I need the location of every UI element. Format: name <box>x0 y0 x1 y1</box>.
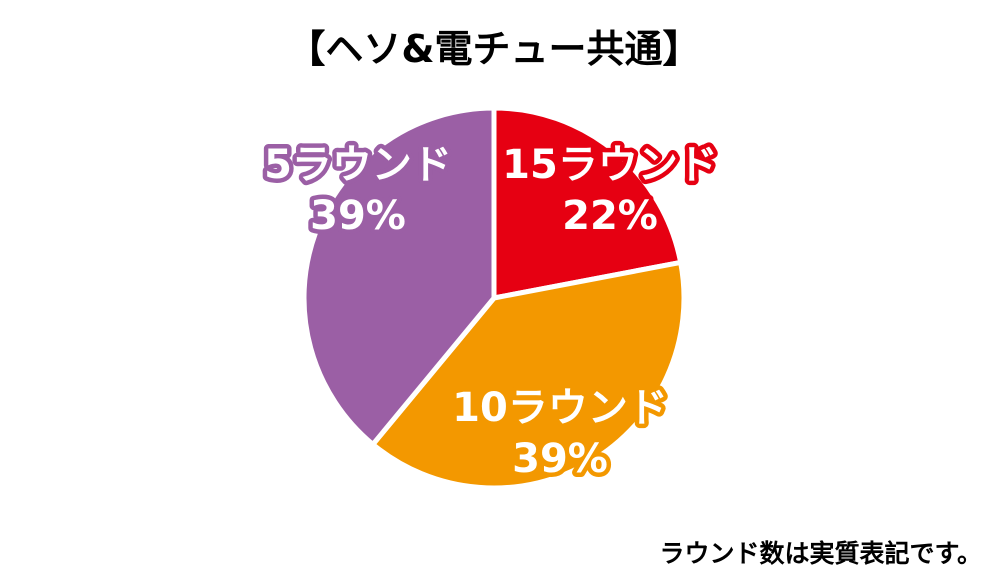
slice-label-5-rounds-name: 5ラウンド <box>264 142 452 188</box>
pie-slices <box>301 105 687 491</box>
slice-label-10-rounds-percent: 39% <box>512 436 608 482</box>
chart-title: 【ヘソ&電チュー共通】 <box>287 27 700 71</box>
slice-15-rounds <box>491 105 684 301</box>
slice-labels: 15ラウンド 22% 10ラウンド 39% 5ラウンド 39% <box>260 138 723 487</box>
slice-label-10-rounds-name: 10ラウンド <box>452 385 668 431</box>
slice-5-rounds <box>301 105 497 447</box>
slice-10-rounds <box>370 259 687 491</box>
slice-label-5-rounds-percent: 39% <box>310 193 406 239</box>
slice-label-15-rounds-name: 15ラウンド <box>502 142 718 188</box>
slice-label-15-rounds-percent: 22% <box>562 193 658 239</box>
footnote: ラウンド数は実質表記です。 <box>659 539 982 568</box>
